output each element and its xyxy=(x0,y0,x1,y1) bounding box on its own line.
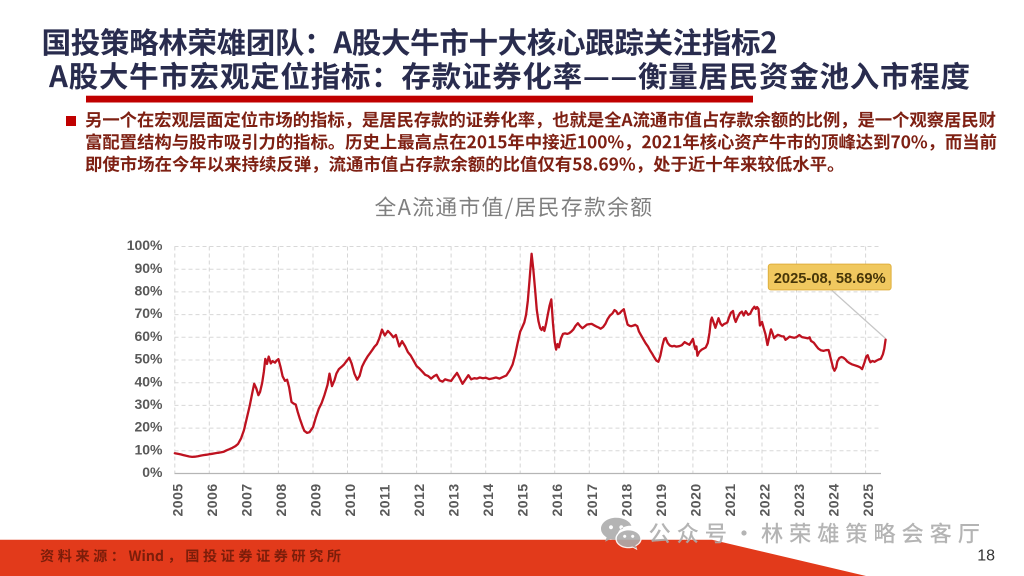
svg-text:2008: 2008 xyxy=(273,483,289,516)
svg-text:2012: 2012 xyxy=(411,483,427,516)
svg-text:2009: 2009 xyxy=(308,483,324,516)
svg-text:20%: 20% xyxy=(134,419,163,435)
svg-text:2019: 2019 xyxy=(653,483,669,516)
svg-text:2006: 2006 xyxy=(204,483,220,516)
svg-text:2025: 2025 xyxy=(860,483,876,516)
svg-text:10%: 10% xyxy=(134,441,163,457)
svg-text:2025-08, 58.69%: 2025-08, 58.69% xyxy=(774,271,886,287)
svg-text:70%: 70% xyxy=(134,305,163,321)
svg-text:2014: 2014 xyxy=(480,483,496,516)
svg-text:2005: 2005 xyxy=(169,483,185,516)
svg-text:2015: 2015 xyxy=(515,483,531,516)
svg-text:80%: 80% xyxy=(134,283,163,299)
svg-text:60%: 60% xyxy=(134,328,163,344)
svg-text:2024: 2024 xyxy=(826,483,842,516)
svg-text:2013: 2013 xyxy=(446,483,462,516)
svg-text:2017: 2017 xyxy=(584,483,600,516)
svg-text:90%: 90% xyxy=(134,260,163,276)
svg-text:2018: 2018 xyxy=(618,483,634,516)
svg-text:2020: 2020 xyxy=(687,483,703,516)
svg-text:50%: 50% xyxy=(134,351,163,367)
svg-text:0%: 0% xyxy=(142,464,163,480)
svg-text:2007: 2007 xyxy=(238,483,254,516)
svg-text:40%: 40% xyxy=(134,373,163,389)
svg-text:2023: 2023 xyxy=(791,483,807,516)
svg-text:2010: 2010 xyxy=(342,483,358,516)
svg-text:100%: 100% xyxy=(127,237,163,253)
svg-text:30%: 30% xyxy=(134,396,163,412)
svg-text:2022: 2022 xyxy=(757,483,773,516)
svg-text:18: 18 xyxy=(977,548,995,565)
svg-text:2011: 2011 xyxy=(377,484,393,516)
svg-text:2021: 2021 xyxy=(722,483,738,516)
svg-text:2016: 2016 xyxy=(549,483,565,516)
